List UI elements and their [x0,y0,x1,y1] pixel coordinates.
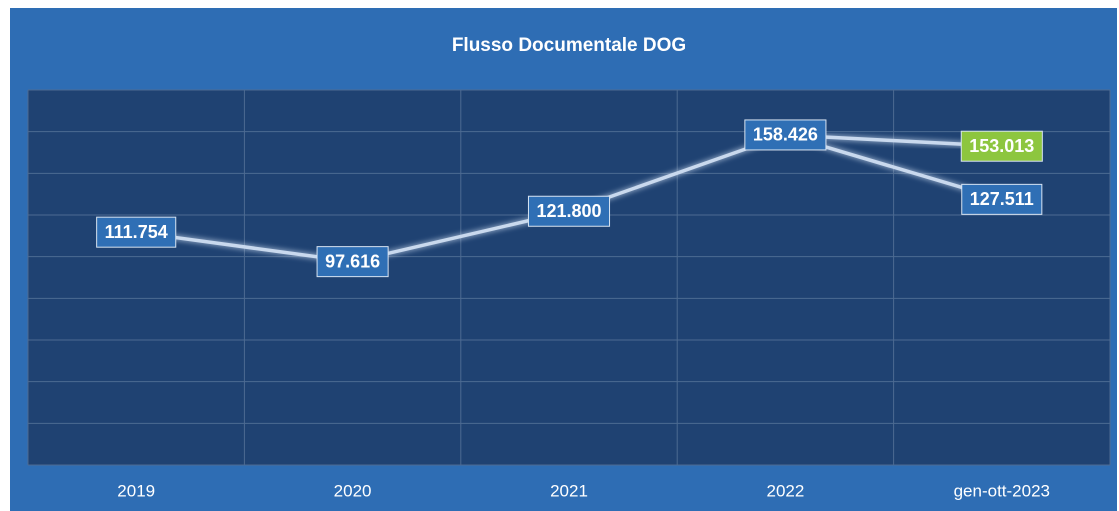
data-label-box [316,246,389,278]
data-label-box [960,130,1043,162]
data-label: 153.013 [969,136,1034,156]
x-tick-label: 2020 [334,481,372,500]
x-tick-label: 2021 [550,481,588,500]
data-label: 127.511 [970,189,1034,209]
x-tick-label: 2019 [117,481,155,500]
chart-title: Flusso Documentale DOG [452,35,686,56]
x-tick-label: 2022 [766,481,804,500]
data-label-box [527,195,611,227]
data-label: 121.800 [536,201,601,221]
plot-area [28,90,1110,465]
data-label: 111.754 [105,222,168,242]
data-label: 97.616 [325,251,380,271]
data-label-box [744,119,827,151]
data-label-box [96,216,177,248]
data-label-box [961,183,1043,215]
data-label: 158.426 [753,125,818,145]
x-tick-label: gen-ott-2023 [954,481,1050,500]
